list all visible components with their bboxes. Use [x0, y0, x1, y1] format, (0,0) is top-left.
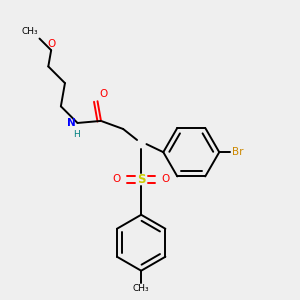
Text: Br: Br: [232, 147, 243, 157]
Text: S: S: [137, 173, 146, 186]
Text: O: O: [112, 174, 121, 184]
Text: O: O: [99, 89, 107, 99]
Text: CH₃: CH₃: [21, 27, 38, 36]
Text: O: O: [47, 39, 55, 49]
Text: CH₃: CH₃: [133, 284, 149, 293]
Text: O: O: [162, 174, 170, 184]
Text: N: N: [67, 118, 76, 128]
Text: H: H: [73, 130, 80, 139]
